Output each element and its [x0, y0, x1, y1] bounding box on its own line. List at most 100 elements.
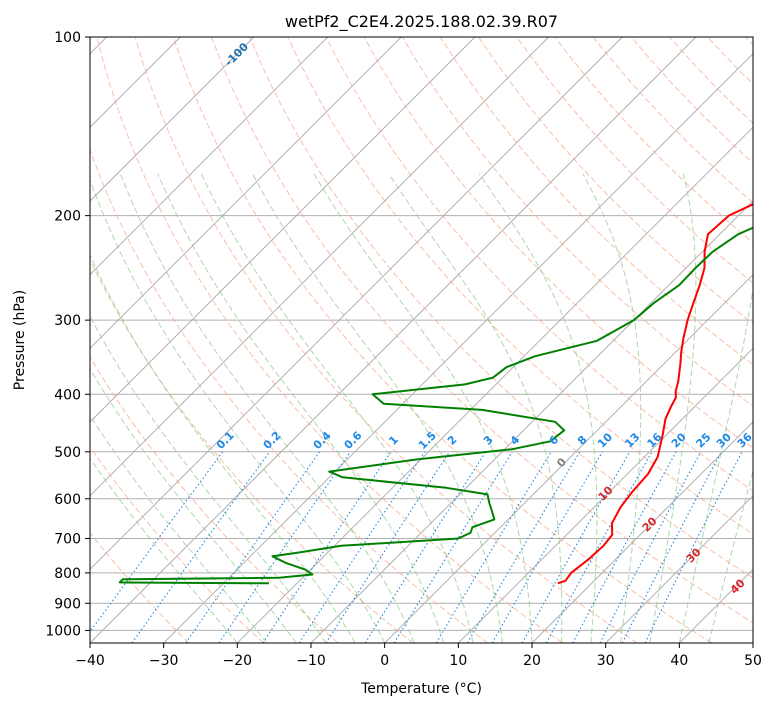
mixing-ratio-line: [435, 451, 552, 643]
dry-adiabat-line: [478, 37, 753, 325]
mixing-ratio-label: 16: [645, 430, 665, 450]
mixing-ratio-label: 0.2: [261, 429, 284, 452]
moist-adiabat-line: [708, 469, 753, 643]
moist-adiabat-line: [252, 173, 503, 643]
mixing-ratio-label: 3: [481, 433, 496, 448]
mixing-ratio-line: [218, 451, 351, 643]
y-tick-label: 400: [54, 387, 81, 403]
x-tick-label: 50: [744, 653, 762, 669]
y-axis-label: Pressure (hPa): [12, 290, 28, 390]
dry-adiabat-line: [96, 37, 563, 643]
mixing-ratio-label: 0.1: [214, 429, 237, 452]
moist-adiabat-line: [649, 173, 697, 643]
isotherm-line: [457, 347, 753, 643]
moist-adiabat-line: [90, 367, 297, 643]
x-tick-label: −10: [296, 653, 326, 669]
mixing-ratio-label: 8: [575, 433, 590, 448]
mixing-ratio-line: [521, 451, 631, 643]
x-tick-label: 20: [523, 653, 541, 669]
moist-adiabat-line: [582, 173, 642, 643]
mixing-ratio-line: [131, 451, 271, 643]
y-tick-label: 800: [54, 566, 81, 582]
dry-adiabat-line: [554, 37, 753, 244]
isotherm-line: [90, 37, 697, 643]
dry-adiabat-line: [90, 531, 190, 643]
dewpoint-line: [118, 226, 753, 585]
mixing-ratio-label: 0.6: [342, 429, 365, 452]
chart-title: wetPf2_C2E4.2025.188.02.39.R07: [285, 12, 558, 32]
moist-adiabat-line: [90, 315, 327, 643]
mixing-ratio-line: [325, 451, 451, 643]
dry-adiabat-line: [669, 37, 753, 125]
moist-adiabat-line: [200, 173, 474, 643]
moist-adiabat-line: [90, 414, 268, 643]
isotherm-line: [90, 37, 550, 497]
plot-frame: [89, 36, 754, 644]
y-tick-label: 700: [54, 532, 81, 548]
moist-adiabat-line: [678, 286, 753, 643]
isotherm-line: [531, 421, 753, 643]
isotherm-line: [310, 200, 753, 643]
x-tick-label: 10: [449, 653, 467, 669]
moist-adiabat-line: [119, 173, 415, 643]
x-tick-label: −30: [149, 653, 179, 669]
dry-adiabat-line: [90, 355, 339, 643]
mixing-ratio-label: 36: [735, 430, 755, 450]
dry-adiabat-line: [172, 37, 712, 643]
mixing-ratio-line: [644, 451, 743, 643]
dry-adiabat-line: [134, 37, 638, 643]
isotherm-line: [605, 494, 753, 643]
isotherm-line: [236, 126, 753, 643]
mixing-ratio-line: [185, 451, 321, 643]
isotherm-line: [90, 37, 329, 276]
y-tick-label: 1000: [45, 623, 81, 639]
x-tick-label: −20: [223, 653, 253, 669]
isotherm-line: [90, 37, 402, 350]
moist-adiabat-label: 40: [728, 576, 748, 596]
mixing-ratio-line: [90, 451, 224, 633]
line-labels: -100-90-80-70-60-50-40-30-20-100.10.20.4…: [214, 40, 755, 597]
moist-adiabat-label: 0: [554, 455, 569, 470]
y-tick-label: 300: [54, 313, 81, 329]
y-tick-label: 200: [54, 209, 81, 225]
mixing-ratio-line: [599, 451, 702, 643]
dry-adiabat-line: [90, 258, 414, 643]
y-tick-label: 600: [54, 492, 81, 508]
moist-adiabat-line: [478, 173, 598, 643]
x-tick-label: 40: [670, 653, 688, 669]
mixing-ratio-line: [545, 451, 653, 643]
y-axis: 100 200 300 400 500 600 700 800 900 1000: [45, 30, 90, 639]
dry-adiabat-line: [439, 37, 753, 366]
background-grid: [90, 37, 753, 643]
isotherm-line: [163, 52, 753, 643]
y-tick-label: 100: [54, 30, 81, 46]
moist-adiabat-label: 10: [596, 483, 616, 503]
moist-adiabat-line: [157, 173, 445, 643]
dry-adiabat-line: [516, 37, 753, 284]
dry-adiabat-line: [249, 37, 753, 579]
mixing-ratio-label: 30: [714, 430, 734, 450]
isotherm-line: [752, 642, 753, 643]
mixing-ratio-label: 4: [508, 433, 523, 448]
x-tick-label: −40: [75, 653, 105, 669]
mixing-ratio-label: 20: [669, 430, 689, 450]
mixing-ratio-line: [467, 451, 581, 643]
dry-adiabat-line: [211, 37, 753, 624]
y-tick-label: 900: [54, 596, 81, 612]
mixing-ratio-label: 25: [693, 430, 713, 450]
moist-adiabat-line: [313, 173, 533, 643]
x-axis-label: Temperature (°C): [360, 681, 482, 697]
dry-adiabat-line: [90, 445, 264, 643]
mixing-ratio-label: 10: [595, 430, 615, 450]
isotherm-line: [90, 37, 623, 571]
dry-adiabat-line: [745, 37, 753, 46]
x-axis: −40 −30 −20 −10 0 10 20 30 40 50: [75, 643, 762, 669]
mixing-ratio-label: 2: [445, 433, 460, 448]
mixing-ratio-line: [298, 451, 426, 643]
dry-adiabat-line: [287, 37, 753, 535]
y-tick-label: 500: [54, 445, 81, 461]
isotherm-line: [90, 37, 255, 202]
profile-lines: [118, 203, 753, 585]
moist-adiabat-line: [90, 253, 356, 643]
